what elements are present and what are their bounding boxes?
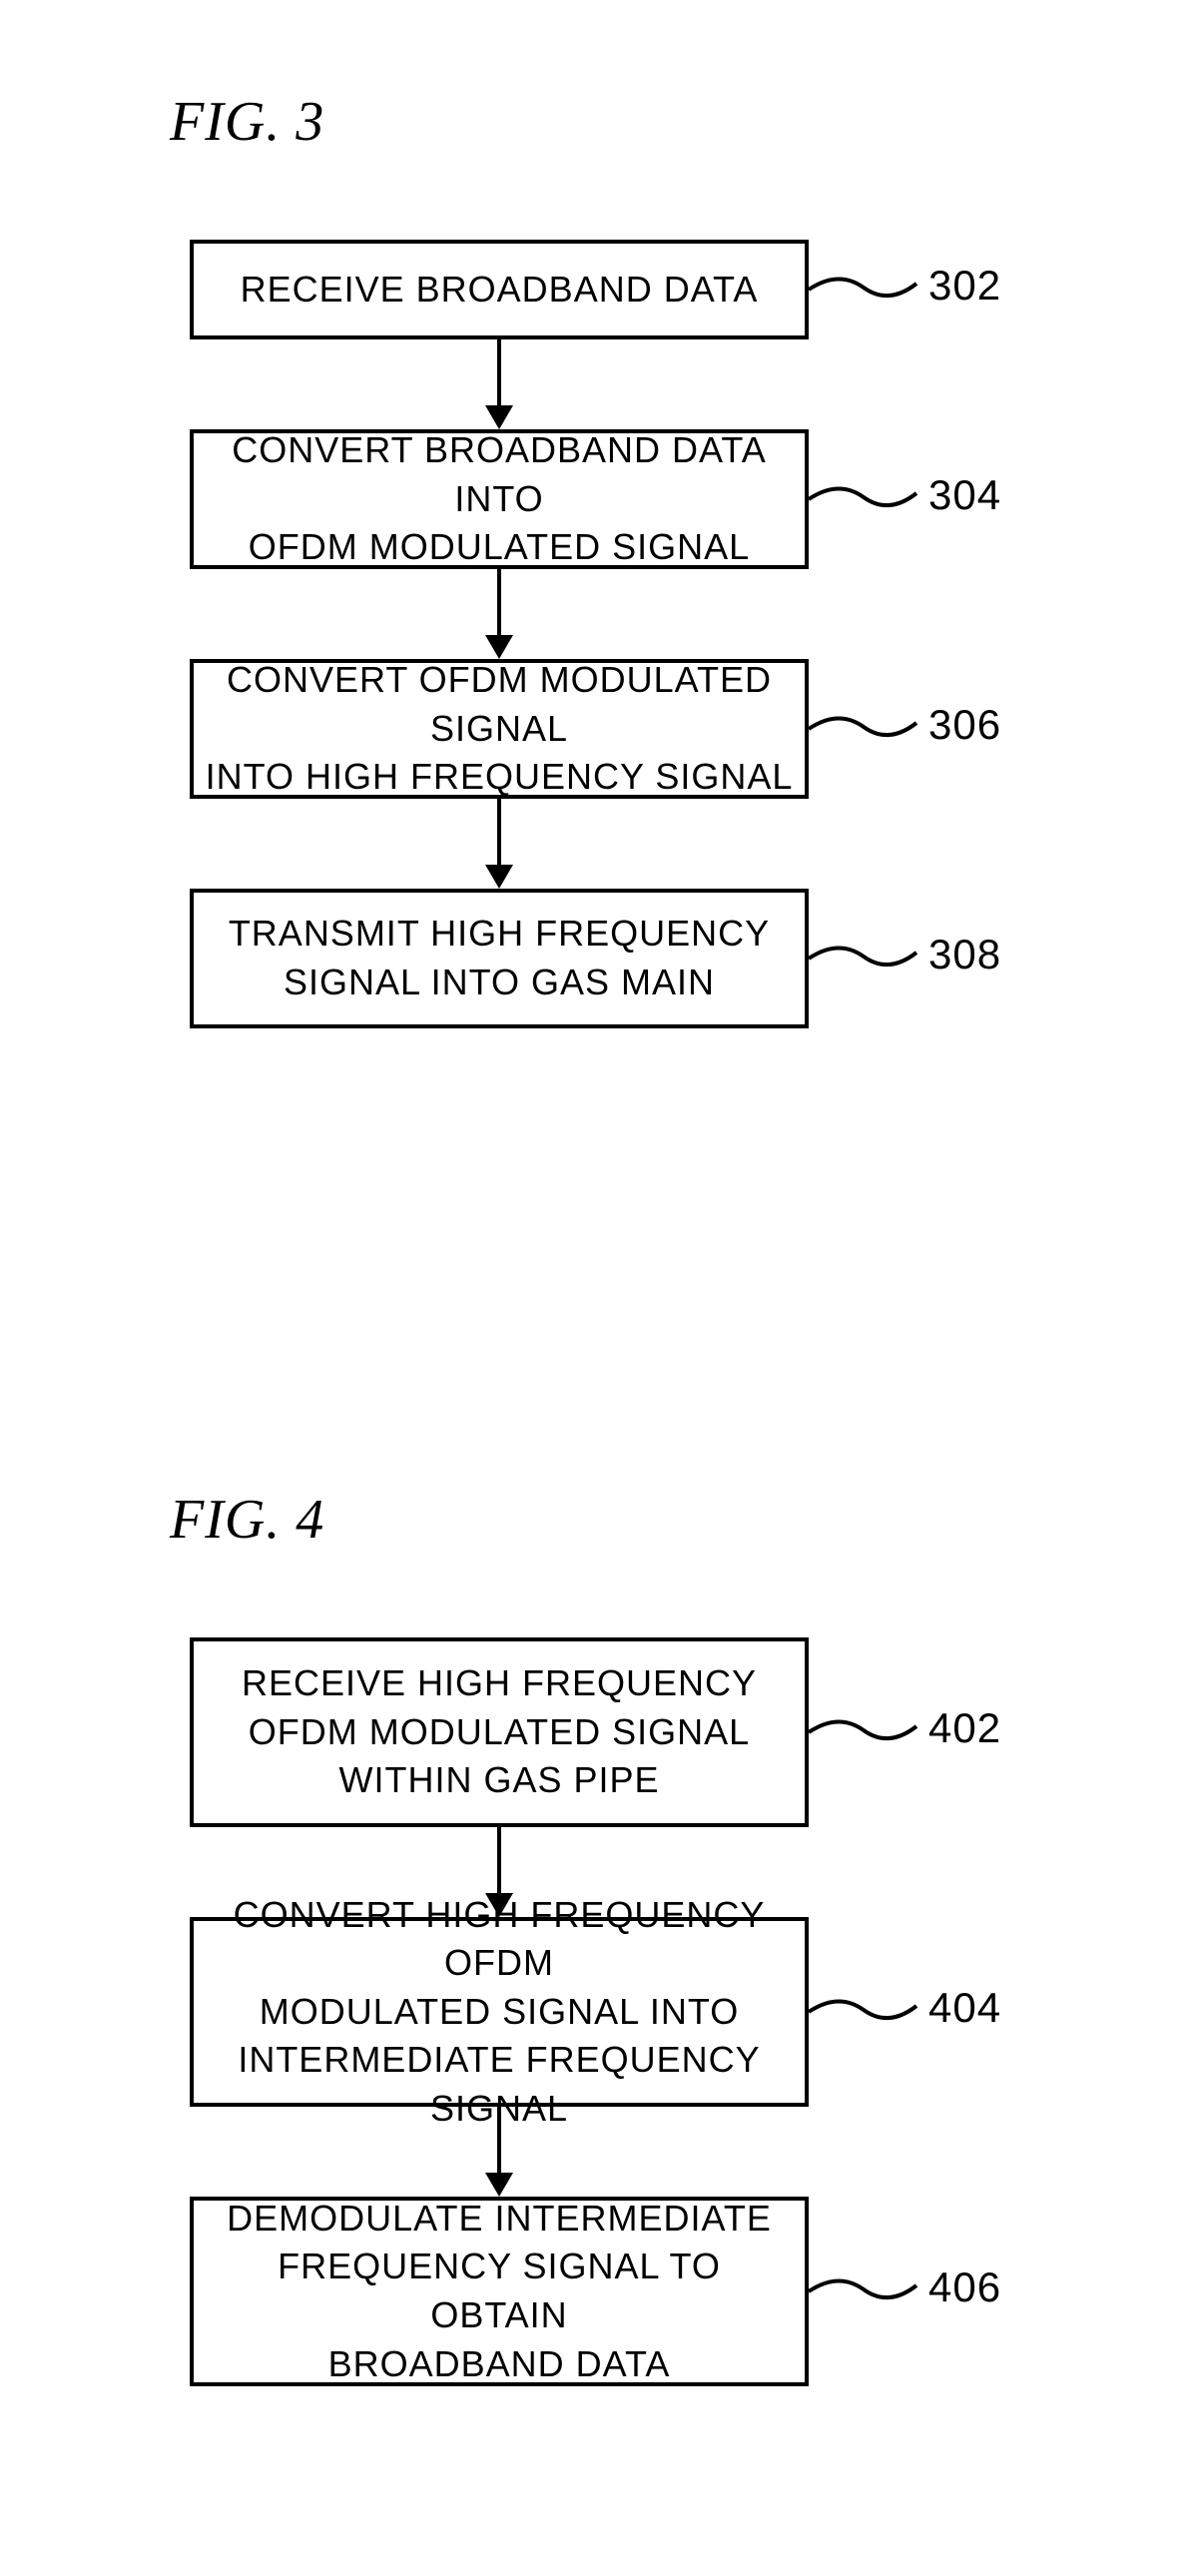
fig3-ref-304: 304 <box>928 471 1001 519</box>
fig4-box-406: DEMODULATE INTERMEDIATEFREQUENCY SIGNAL … <box>190 2197 809 2386</box>
fig4-lead-402 <box>809 1712 923 1752</box>
fig3-arrow-3 <box>497 799 501 865</box>
fig3-ref-308: 308 <box>928 931 1001 978</box>
fig3-arrow-2 <box>497 569 501 635</box>
fig3-ref-306: 306 <box>928 701 1001 749</box>
fig3-box-308: TRANSMIT HIGH FREQUENCYSIGNAL INTO GAS M… <box>190 889 809 1028</box>
fig3-ref-302: 302 <box>928 262 1001 310</box>
fig3-box-306: CONVERT OFDM MODULATED SIGNALINTO HIGH F… <box>190 659 809 799</box>
fig3-lead-306 <box>809 709 923 749</box>
fig4-lead-406 <box>809 2271 923 2311</box>
fig3-arrowhead-3 <box>485 865 513 889</box>
fig4-ref-402: 402 <box>928 1704 1001 1752</box>
fig3-arrow-1 <box>497 339 501 405</box>
fig3-lead-302 <box>809 270 923 310</box>
fig3-box-302: RECEIVE BROADBAND DATA <box>190 240 809 339</box>
page: FIG. 3 RECEIVE BROADBAND DATA 302 CONVER… <box>0 0 1204 2576</box>
fig3-lead-304 <box>809 479 923 519</box>
fig4-lead-404 <box>809 1992 923 2032</box>
fig3-box-308-text: TRANSMIT HIGH FREQUENCYSIGNAL INTO GAS M… <box>219 892 780 1024</box>
fig4-arrow-2 <box>497 2107 501 2173</box>
fig4-box-402-text: RECEIVE HIGH FREQUENCYOFDM MODULATED SIG… <box>232 1641 767 1823</box>
fig4-box-406-text: DEMODULATE INTERMEDIATEFREQUENCY SIGNAL … <box>194 2177 805 2406</box>
fig3-box-304-text: CONVERT BROADBAND DATA INTOOFDM MODULATE… <box>194 408 805 590</box>
fig3-lead-308 <box>809 939 923 978</box>
fig3-box-304: CONVERT BROADBAND DATA INTOOFDM MODULATE… <box>190 429 809 569</box>
fig3-box-302-text: RECEIVE BROADBAND DATA <box>231 248 769 332</box>
fig3-box-306-text: CONVERT OFDM MODULATED SIGNALINTO HIGH F… <box>194 638 805 820</box>
figure-3-title: FIG. 3 <box>170 90 324 154</box>
fig4-box-404: CONVERT HIGH FREQUENCY OFDMMODULATED SIG… <box>190 1917 809 2107</box>
fig4-box-402: RECEIVE HIGH FREQUENCYOFDM MODULATED SIG… <box>190 1637 809 1827</box>
fig4-ref-404: 404 <box>928 1984 1001 2032</box>
fig4-ref-406: 406 <box>928 2263 1001 2311</box>
figure-4-title: FIG. 4 <box>170 1488 324 1552</box>
